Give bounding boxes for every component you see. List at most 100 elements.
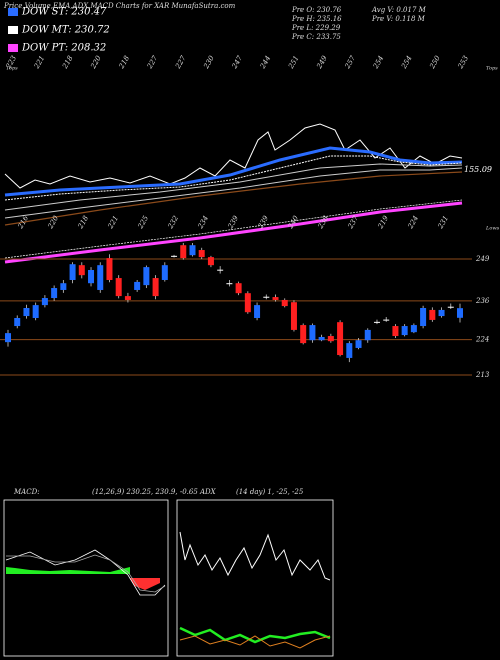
top-label: 249	[315, 54, 329, 71]
candle-body	[180, 245, 187, 259]
candle-body	[23, 308, 30, 317]
macd-hist-neg	[130, 578, 160, 590]
info-text: Pre C: 233.75	[291, 33, 341, 41]
top-label: 221	[32, 54, 46, 70]
top-label: 254	[371, 54, 385, 70]
top-label: 253	[456, 54, 470, 71]
candle-body	[281, 299, 288, 307]
info-text: Pre H: 235.16	[291, 15, 342, 23]
info-text: Pre L: 229.29	[291, 24, 341, 32]
top-label: 244	[258, 54, 272, 70]
candle-body	[5, 333, 11, 343]
candle-body	[198, 250, 205, 258]
adx-plus	[179, 626, 331, 644]
low-label: 240	[286, 214, 300, 231]
chart-title: Price,Volume,EMA,ADX,MACD Charts for XAR…	[3, 2, 236, 10]
ema-short	[4, 146, 463, 197]
tops-title-right: Tops	[486, 66, 498, 72]
legend-label: DOW PT: 208.32	[21, 43, 106, 54]
ema-mid2	[4, 167, 463, 219]
candle-body	[309, 325, 316, 341]
low-label: 238	[316, 214, 330, 231]
candle-body	[207, 257, 214, 266]
candle-body	[429, 309, 436, 320]
top-label: 247	[230, 54, 244, 71]
candle-body	[373, 321, 380, 323]
macd-line	[5, 549, 166, 596]
adx-minus	[179, 635, 331, 649]
candle-body	[51, 288, 58, 299]
candle-body	[217, 269, 224, 271]
ema-mid	[4, 163, 463, 211]
macd-hist-pos	[6, 567, 130, 574]
low-label: 225	[136, 214, 150, 231]
low-label: 232	[166, 214, 180, 231]
candle-body	[346, 343, 353, 358]
candle-body	[383, 319, 390, 321]
top-label: 251	[287, 54, 301, 70]
lows-title: Lows	[485, 226, 500, 232]
y-tick-label: 236	[475, 297, 490, 305]
info-text: Pre V: 0.118 M	[371, 15, 426, 23]
candle-body	[69, 264, 76, 280]
candle-body	[88, 270, 95, 284]
y-tick-label: 224	[475, 336, 489, 344]
y-tick-label: 249	[475, 255, 490, 263]
candle-body	[254, 305, 261, 318]
candle-body	[263, 296, 270, 298]
candle-body	[235, 283, 242, 294]
candle-body	[410, 325, 417, 333]
overlay-lines	[4, 123, 463, 264]
candle-body	[143, 267, 150, 286]
candle-body	[355, 340, 362, 348]
candle-body	[300, 325, 307, 344]
low-label: 219	[376, 214, 390, 231]
candle-body	[152, 278, 159, 297]
ema-pt	[4, 201, 463, 264]
y-tick-label: 213	[475, 371, 490, 379]
candle-body	[226, 283, 233, 285]
candle-body	[318, 336, 325, 341]
adx-line	[179, 531, 331, 581]
legend-swatch	[8, 44, 18, 52]
candle-body	[134, 281, 141, 290]
ema-pt-dotted	[4, 199, 463, 259]
adx-params: (14 day) 1, -25, -25	[236, 488, 304, 496]
tops-title: Tops	[6, 66, 18, 72]
adx-title: ADX	[199, 488, 217, 496]
legend-label: DOW MT: 230.72	[21, 25, 110, 36]
overlay-label: 155.09	[464, 165, 492, 174]
candle-body	[337, 322, 344, 356]
candle-body	[41, 298, 48, 306]
top-label: 218	[117, 54, 131, 71]
legend-swatch	[8, 26, 18, 34]
low-label: 231	[436, 214, 450, 230]
candle-body	[189, 245, 196, 256]
ema-long	[4, 171, 463, 226]
candle-body	[272, 297, 279, 300]
candle-body	[457, 308, 463, 318]
top-label: 254	[400, 54, 414, 70]
top-label: 257	[343, 54, 357, 71]
candle-body	[364, 329, 371, 341]
candle-body	[60, 283, 67, 290]
low-label: 221	[106, 214, 120, 230]
top-label: 230	[202, 54, 216, 71]
candle-body	[290, 302, 297, 330]
candle-body	[327, 336, 334, 342]
low-label: 234	[196, 214, 210, 230]
candle-body	[171, 255, 178, 257]
candle-body	[78, 265, 85, 276]
candle-body	[420, 308, 427, 327]
candle-body	[392, 326, 399, 337]
candle-body	[32, 305, 39, 318]
ema-dotted	[4, 155, 463, 201]
macd-title: MACD:	[13, 488, 40, 496]
info-text: Avg V: 0.017 M	[371, 6, 427, 14]
top-label: 227	[145, 54, 159, 71]
legend-swatch	[8, 8, 18, 16]
low-label: 224	[406, 214, 420, 230]
top-label: 220	[89, 54, 103, 71]
legend-label: DOW ST: 230.47	[21, 7, 107, 18]
